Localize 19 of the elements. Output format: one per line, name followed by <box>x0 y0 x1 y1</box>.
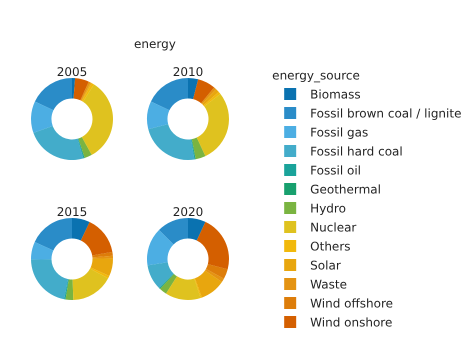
legend-label: Nuclear <box>310 220 356 235</box>
slice-label: 2010 <box>172 65 204 79</box>
legend-label: Wind offshore <box>310 296 394 311</box>
legend-label: Fossil brown coal / lignite <box>310 106 462 121</box>
slice-label: 2005 <box>56 65 88 79</box>
slice-label: 2020 <box>172 205 204 219</box>
legend-label: Fossil hard coal <box>310 144 403 159</box>
legend-title: energy_source <box>272 68 360 82</box>
legend-label: Geothermal <box>310 182 382 197</box>
slice-label: 2015 <box>56 205 88 219</box>
legend-label: Waste <box>310 278 347 292</box>
legend-label: Fossil gas <box>310 126 368 140</box>
legend-label: Others <box>310 240 351 254</box>
legend-label: Solar <box>310 258 341 273</box>
legend-label: Fossil oil <box>310 164 361 178</box>
legend-label: Hydro <box>310 202 346 216</box>
chart-title: energy <box>134 37 176 51</box>
legend-label: Wind onshore <box>310 316 392 330</box>
legend-label: Biomass <box>310 88 361 102</box>
